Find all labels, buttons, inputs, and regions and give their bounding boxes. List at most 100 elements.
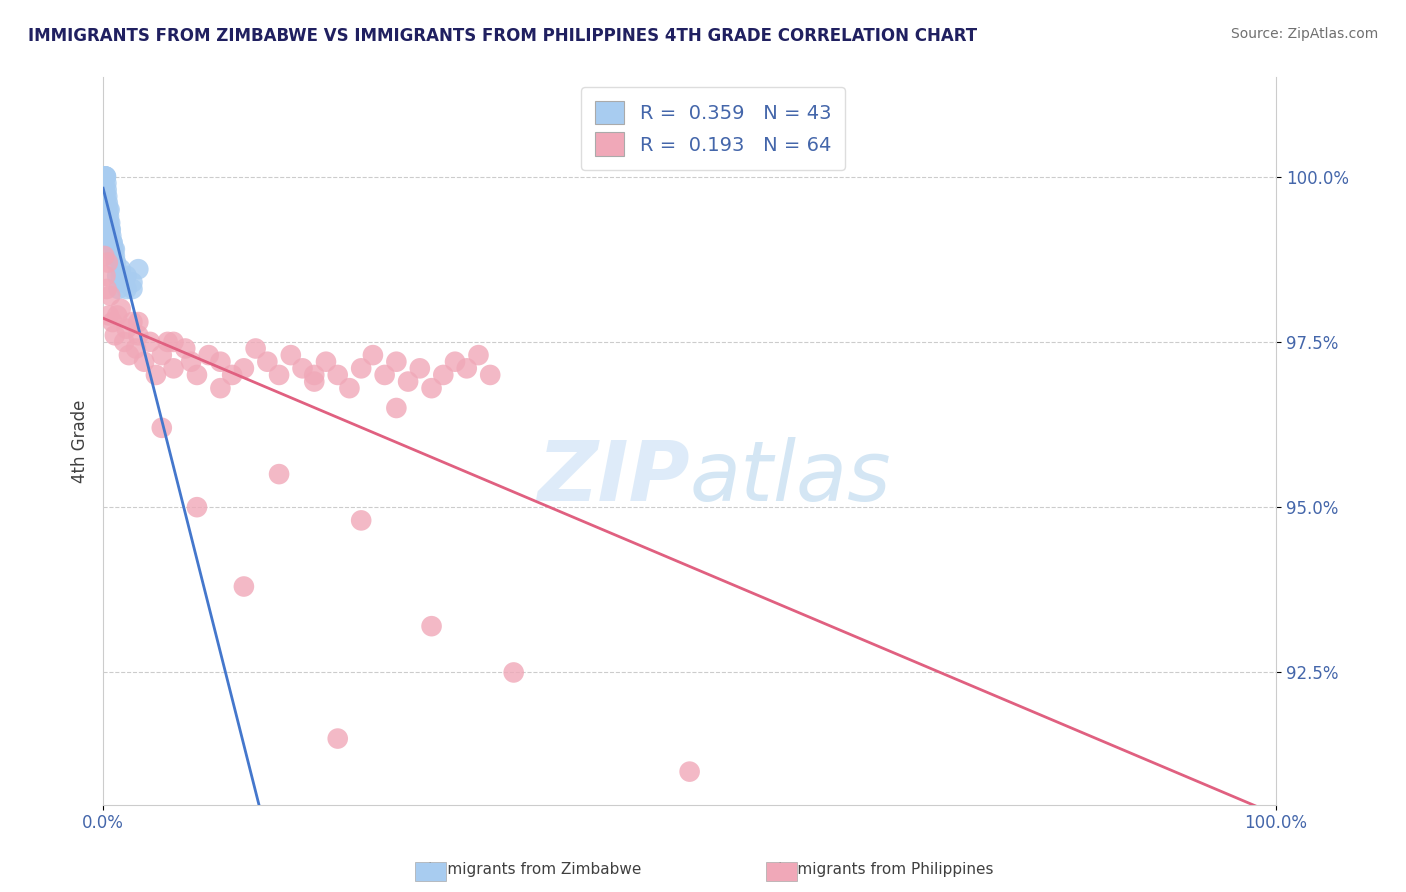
Point bbox=[209, 355, 232, 369]
Point bbox=[94, 189, 117, 203]
Point bbox=[93, 169, 115, 184]
Point bbox=[304, 375, 326, 389]
Point bbox=[97, 202, 120, 217]
Point bbox=[110, 301, 132, 316]
Point bbox=[221, 368, 243, 382]
Point bbox=[103, 243, 125, 257]
Point bbox=[105, 255, 128, 269]
Point bbox=[97, 255, 120, 269]
Point bbox=[101, 315, 124, 329]
Point bbox=[134, 355, 156, 369]
Point bbox=[162, 361, 184, 376]
Point bbox=[267, 467, 290, 482]
Point bbox=[94, 169, 117, 184]
Point bbox=[93, 183, 115, 197]
Point bbox=[315, 355, 337, 369]
Point bbox=[94, 169, 117, 184]
Point bbox=[245, 342, 267, 356]
Point bbox=[186, 500, 208, 515]
Text: IMMIGRANTS FROM ZIMBABWE VS IMMIGRANTS FROM PHILIPPINES 4TH GRADE CORRELATION CH: IMMIGRANTS FROM ZIMBABWE VS IMMIGRANTS F… bbox=[28, 27, 977, 45]
Point bbox=[150, 348, 173, 362]
Point bbox=[104, 243, 127, 257]
Point bbox=[97, 196, 120, 211]
Point bbox=[456, 361, 478, 376]
Point bbox=[467, 348, 489, 362]
Point bbox=[127, 328, 149, 343]
Point bbox=[110, 262, 132, 277]
Point bbox=[97, 209, 120, 223]
Point bbox=[98, 216, 121, 230]
Point bbox=[326, 368, 349, 382]
Point bbox=[121, 282, 143, 296]
Point bbox=[115, 268, 138, 283]
Point bbox=[101, 235, 124, 250]
Point bbox=[256, 355, 278, 369]
Point bbox=[94, 169, 117, 184]
Point bbox=[209, 381, 232, 395]
Point bbox=[678, 764, 700, 779]
Point bbox=[432, 368, 454, 382]
Point bbox=[96, 176, 118, 190]
Text: atlas: atlas bbox=[689, 437, 891, 518]
Point bbox=[180, 355, 202, 369]
Point bbox=[125, 342, 148, 356]
Point bbox=[502, 665, 524, 680]
Point bbox=[174, 342, 197, 356]
Point bbox=[186, 368, 208, 382]
Point bbox=[100, 222, 122, 236]
Point bbox=[93, 169, 115, 184]
Point bbox=[112, 276, 135, 290]
Point bbox=[291, 361, 314, 376]
Point bbox=[93, 169, 115, 184]
Point bbox=[93, 176, 115, 190]
Text: Source: ZipAtlas.com: Source: ZipAtlas.com bbox=[1230, 27, 1378, 41]
Point bbox=[98, 309, 121, 323]
Point bbox=[156, 334, 179, 349]
Point bbox=[94, 169, 117, 184]
Point bbox=[197, 348, 219, 362]
Point bbox=[374, 368, 396, 382]
Point bbox=[94, 183, 117, 197]
Point bbox=[94, 196, 117, 211]
Point bbox=[105, 268, 128, 283]
Point bbox=[96, 202, 118, 217]
Point bbox=[232, 361, 254, 376]
Point bbox=[304, 368, 326, 382]
Point bbox=[350, 513, 373, 527]
Point bbox=[96, 282, 118, 296]
Point bbox=[96, 183, 118, 197]
Point bbox=[127, 262, 149, 277]
Point bbox=[267, 368, 290, 382]
Point bbox=[112, 334, 135, 349]
Text: ZIP: ZIP bbox=[537, 437, 689, 518]
Legend: R =  0.359   N = 43, R =  0.193   N = 64: R = 0.359 N = 43, R = 0.193 N = 64 bbox=[581, 87, 845, 169]
Point bbox=[280, 348, 302, 362]
Point bbox=[98, 216, 121, 230]
Point bbox=[127, 315, 149, 329]
Point bbox=[94, 169, 117, 184]
Point bbox=[110, 268, 132, 283]
Point bbox=[121, 276, 143, 290]
Point bbox=[145, 368, 167, 382]
Point bbox=[139, 334, 162, 349]
Y-axis label: 4th Grade: 4th Grade bbox=[72, 400, 89, 483]
Point bbox=[420, 619, 443, 633]
Point bbox=[98, 202, 121, 217]
Point bbox=[98, 209, 121, 223]
Point bbox=[326, 731, 349, 746]
Point bbox=[104, 328, 127, 343]
Point bbox=[104, 249, 127, 263]
Point bbox=[150, 421, 173, 435]
Point bbox=[409, 361, 432, 376]
Point bbox=[121, 315, 143, 329]
Point bbox=[385, 355, 408, 369]
Point bbox=[350, 361, 373, 376]
Point bbox=[93, 249, 115, 263]
Point bbox=[385, 401, 408, 415]
Point bbox=[105, 309, 128, 323]
Point bbox=[162, 334, 184, 349]
Point bbox=[115, 282, 138, 296]
Text: Immigrants from Zimbabwe: Immigrants from Zimbabwe bbox=[427, 863, 641, 877]
Point bbox=[396, 375, 419, 389]
Point bbox=[101, 235, 124, 250]
